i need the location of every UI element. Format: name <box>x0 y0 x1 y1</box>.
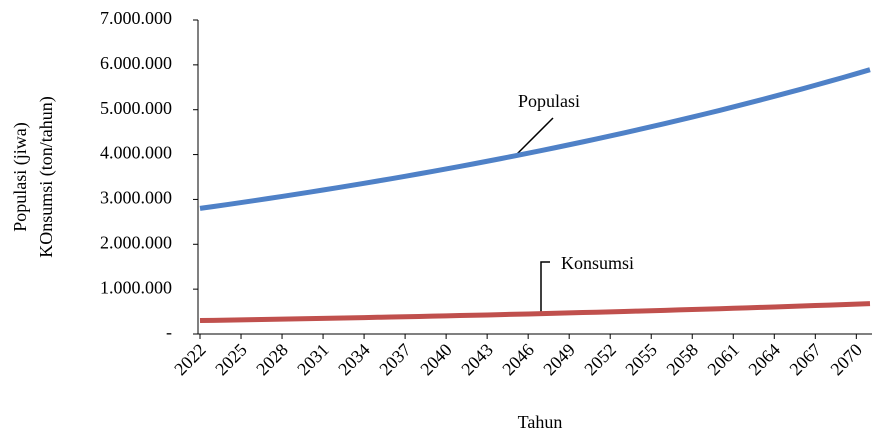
x-tick-label: 2031 <box>293 340 333 380</box>
x-tick-label: 2070 <box>826 340 866 380</box>
y-tick-label: 6.000.000 <box>100 53 172 73</box>
series-line <box>199 67 871 211</box>
x-tick-label: 2046 <box>498 340 538 380</box>
y-axis-label: Populasi (jiwa) <box>10 122 31 232</box>
x-tick-label: 2064 <box>744 340 784 380</box>
x-tick-label: 2025 <box>211 340 251 380</box>
x-tick-label: 2028 <box>252 340 292 380</box>
x-tick-label: 2037 <box>375 340 415 380</box>
x-tick-label: 2055 <box>621 340 661 380</box>
x-tick-label: 2043 <box>457 340 497 380</box>
series-line <box>199 301 871 324</box>
annotation: Populasi <box>518 91 580 111</box>
x-tick-label: 2058 <box>662 340 702 380</box>
x-tick-label: 2049 <box>539 340 579 380</box>
y-axis-label: KOnsumsi (ton/tahun) <box>36 96 57 258</box>
y-tick-label: 2.000.000 <box>100 232 172 252</box>
x-tick-label: 2052 <box>580 340 620 380</box>
y-tick-label: 7.000.000 <box>100 8 172 28</box>
x-tick-label: 2022 <box>170 340 210 380</box>
x-tick-label: 2061 <box>703 340 743 380</box>
x-tick-label: 2040 <box>416 340 456 380</box>
y-tick-label: 4.000.000 <box>100 143 172 163</box>
annotation: Konsumsi <box>561 253 634 273</box>
y-tick-label: 5.000.000 <box>100 98 172 118</box>
annotation-leader <box>540 261 550 313</box>
annotation-leader <box>512 117 554 159</box>
x-tick-label: 2067 <box>785 340 825 380</box>
y-tick-label: 3.000.000 <box>100 188 172 208</box>
y-tick-label: 1.000.000 <box>100 277 172 297</box>
x-tick-label: 2034 <box>334 340 374 380</box>
y-tick-label: - <box>166 322 172 342</box>
x-axis-label: Tahun <box>518 412 563 432</box>
